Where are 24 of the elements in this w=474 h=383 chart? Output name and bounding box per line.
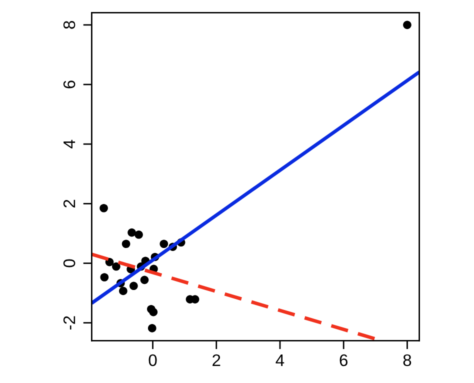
point [403, 20, 412, 30]
point [119, 286, 128, 296]
point [128, 228, 136, 237]
point [149, 308, 158, 316]
point [160, 240, 168, 248]
point [112, 262, 120, 271]
y-tick-label: -2 [63, 316, 76, 330]
point [134, 230, 143, 239]
point [148, 324, 156, 332]
y-tick-label: 6 [63, 80, 76, 88]
y-tick-label: 2 [63, 200, 76, 208]
y-tick-label: 8 [63, 21, 76, 29]
point [130, 282, 138, 290]
y-tick-label: 4 [64, 140, 76, 148]
x-tick-label: 8 [403, 354, 412, 366]
x-tick-label: 2 [212, 354, 220, 366]
x-tick-label: 0 [148, 354, 157, 366]
x-tick-label: 6 [340, 354, 348, 366]
point [100, 204, 108, 212]
x-tick-label: 4 [276, 354, 284, 366]
point [100, 273, 109, 282]
point [140, 276, 149, 284]
point [122, 240, 130, 248]
y-tick-label: 0 [63, 259, 76, 268]
